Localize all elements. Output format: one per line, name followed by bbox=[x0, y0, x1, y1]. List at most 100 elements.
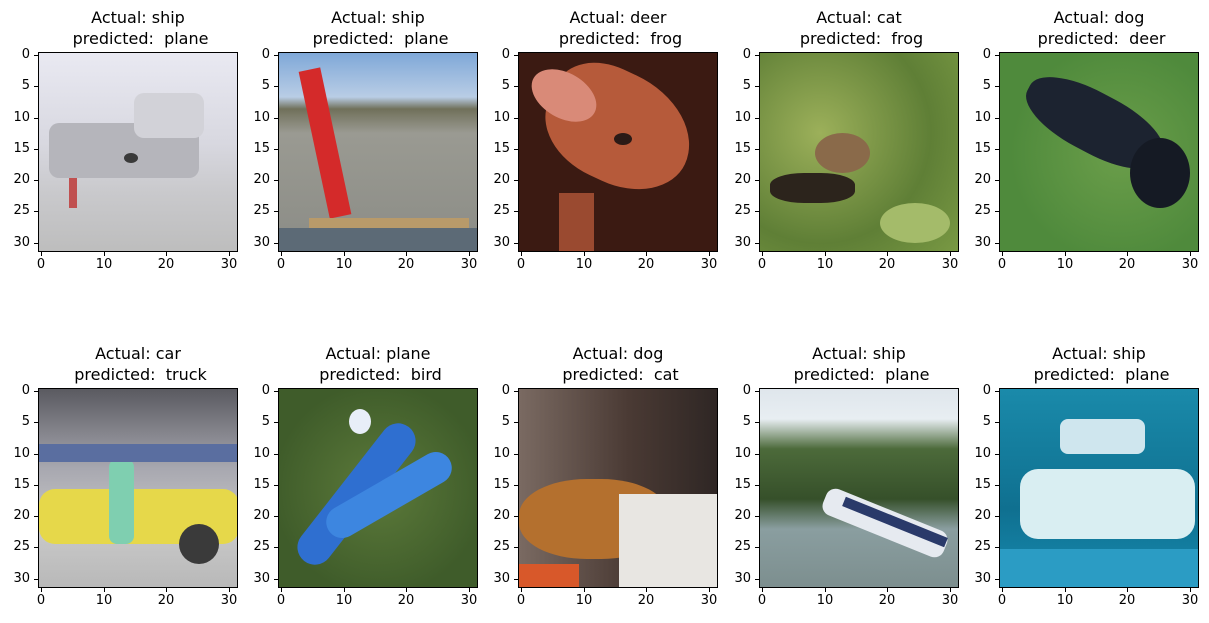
y-tick-label: 30 bbox=[13, 235, 30, 250]
y-tick-label: 5 bbox=[261, 78, 270, 93]
y-tick-label: 30 bbox=[493, 571, 510, 586]
y-tick bbox=[514, 579, 518, 580]
y-tick bbox=[755, 86, 759, 87]
x-tick bbox=[950, 252, 951, 256]
y-tick bbox=[995, 86, 999, 87]
y-tick bbox=[274, 516, 278, 517]
y-tick bbox=[995, 485, 999, 486]
y-tick-label: 20 bbox=[13, 172, 30, 187]
y-tick bbox=[514, 211, 518, 212]
y-tick-label: 20 bbox=[734, 172, 751, 187]
red-crane-icon bbox=[278, 52, 478, 252]
y-tick bbox=[995, 149, 999, 150]
x-tick bbox=[229, 252, 230, 256]
black-dog-icon bbox=[999, 52, 1199, 252]
y-tick bbox=[274, 55, 278, 56]
y-tick-label: 30 bbox=[974, 571, 991, 586]
y-tick-label: 10 bbox=[974, 110, 991, 125]
y-tick-label: 5 bbox=[21, 414, 30, 429]
y-tick-label: 25 bbox=[253, 539, 270, 554]
predicted-label: predicted: truck bbox=[69, 365, 207, 384]
y-tick-label: 0 bbox=[982, 47, 991, 62]
x-tick bbox=[1065, 588, 1066, 592]
predicted-label: predicted: plane bbox=[67, 29, 209, 48]
y-tick-label: 0 bbox=[501, 383, 510, 398]
x-tick bbox=[762, 252, 763, 256]
x-tick-label: 10 bbox=[575, 593, 593, 608]
y-tick bbox=[34, 422, 38, 423]
y-tick-label: 25 bbox=[493, 203, 510, 218]
y-tick bbox=[755, 211, 759, 212]
x-tick bbox=[41, 252, 42, 256]
y-tick bbox=[995, 55, 999, 56]
x-tick bbox=[1002, 588, 1003, 592]
x-tick-label: 30 bbox=[941, 593, 959, 608]
y-tick bbox=[995, 547, 999, 548]
x-tick-label: 30 bbox=[941, 257, 959, 272]
y-tick bbox=[514, 391, 518, 392]
x-tick-label: 20 bbox=[637, 593, 655, 608]
y-tick bbox=[514, 243, 518, 244]
y-tick-label: 30 bbox=[13, 571, 30, 586]
x-tick bbox=[646, 588, 647, 592]
yellow-car-icon bbox=[38, 388, 238, 588]
y-tick-label: 5 bbox=[742, 78, 751, 93]
x-tick-label: 0 bbox=[516, 593, 526, 608]
x-tick bbox=[709, 252, 710, 256]
y-tick bbox=[514, 547, 518, 548]
x-tick-label: 0 bbox=[997, 593, 1007, 608]
y-tick bbox=[34, 579, 38, 580]
y-tick bbox=[274, 547, 278, 548]
x-tick-label: 30 bbox=[700, 593, 718, 608]
x-tick-label: 10 bbox=[95, 593, 113, 608]
y-tick bbox=[755, 180, 759, 181]
y-tick bbox=[34, 118, 38, 119]
y-tick bbox=[34, 211, 38, 212]
y-tick-label: 0 bbox=[501, 47, 510, 62]
y-tick bbox=[755, 547, 759, 548]
x-tick-label: 30 bbox=[220, 593, 238, 608]
x-tick-label: 20 bbox=[1118, 257, 1136, 272]
y-tick-label: 15 bbox=[13, 477, 30, 492]
y-tick bbox=[995, 579, 999, 580]
y-tick-label: 25 bbox=[13, 203, 30, 218]
x-tick bbox=[887, 252, 888, 256]
y-tick bbox=[514, 118, 518, 119]
y-tick-label: 5 bbox=[982, 78, 991, 93]
y-tick bbox=[34, 86, 38, 87]
x-tick bbox=[584, 252, 585, 256]
y-tick-label: 0 bbox=[742, 383, 751, 398]
actual-label: Actual: cat bbox=[816, 8, 902, 27]
y-tick-label: 0 bbox=[21, 47, 30, 62]
y-tick-label: 25 bbox=[253, 203, 270, 218]
y-tick-label: 10 bbox=[13, 446, 30, 461]
y-tick-label: 10 bbox=[974, 446, 991, 461]
y-tick-label: 30 bbox=[974, 235, 991, 250]
actual-label: Actual: ship bbox=[812, 344, 906, 363]
y-tick bbox=[274, 118, 278, 119]
y-tick bbox=[995, 422, 999, 423]
x-tick bbox=[104, 588, 105, 592]
y-tick-label: 20 bbox=[493, 508, 510, 523]
y-tick-label: 30 bbox=[734, 235, 751, 250]
x-tick-label: 10 bbox=[335, 593, 353, 608]
x-tick bbox=[41, 588, 42, 592]
y-tick-label: 5 bbox=[501, 414, 510, 429]
y-tick-label: 15 bbox=[493, 477, 510, 492]
x-tick-label: 0 bbox=[516, 257, 526, 272]
y-tick-label: 15 bbox=[13, 141, 30, 156]
y-tick-label: 15 bbox=[734, 141, 751, 156]
y-tick bbox=[514, 55, 518, 56]
y-tick-label: 20 bbox=[734, 508, 751, 523]
y-tick-label: 30 bbox=[253, 235, 270, 250]
river-boat-icon bbox=[759, 388, 959, 588]
y-tick bbox=[274, 485, 278, 486]
y-tick-label: 20 bbox=[974, 172, 991, 187]
x-tick bbox=[1127, 252, 1128, 256]
y-tick-label: 10 bbox=[13, 110, 30, 125]
deer-head-icon bbox=[518, 52, 718, 252]
actual-label: Actual: deer bbox=[569, 8, 667, 27]
x-tick-label: 0 bbox=[757, 257, 767, 272]
y-tick-label: 15 bbox=[974, 477, 991, 492]
